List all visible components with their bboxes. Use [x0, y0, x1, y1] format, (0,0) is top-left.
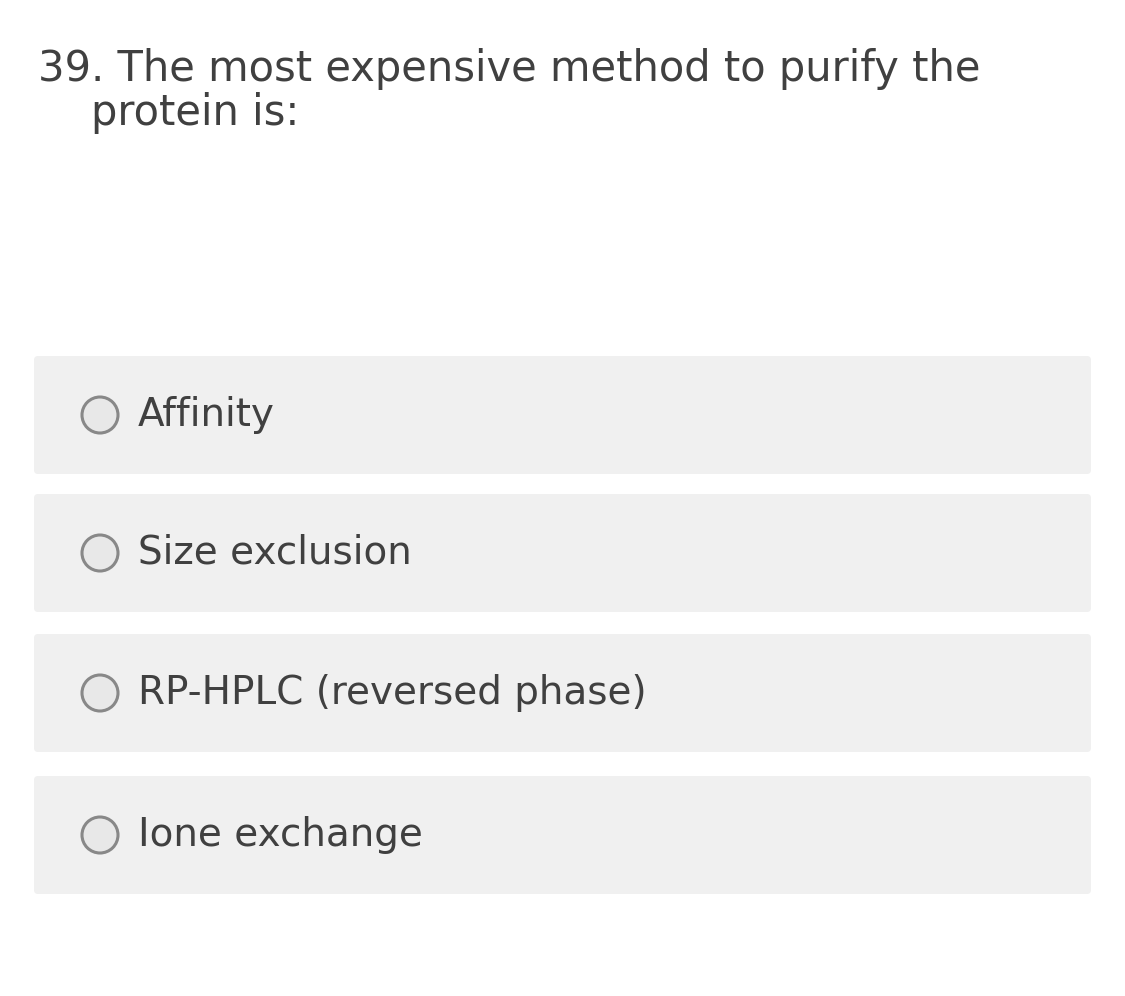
- Circle shape: [82, 817, 118, 853]
- FancyBboxPatch shape: [34, 494, 1091, 612]
- Circle shape: [82, 675, 118, 711]
- FancyBboxPatch shape: [34, 776, 1091, 894]
- FancyBboxPatch shape: [34, 356, 1091, 474]
- Text: RP-HPLC (reversed phase): RP-HPLC (reversed phase): [138, 674, 647, 712]
- Text: Ione exchange: Ione exchange: [138, 816, 423, 854]
- Text: protein is:: protein is:: [38, 92, 299, 134]
- Text: Affinity: Affinity: [138, 396, 274, 434]
- Circle shape: [82, 535, 118, 571]
- Text: Size exclusion: Size exclusion: [138, 534, 412, 572]
- FancyBboxPatch shape: [34, 634, 1091, 752]
- Text: 39. The most expensive method to purify the: 39. The most expensive method to purify …: [38, 48, 981, 90]
- Circle shape: [82, 397, 118, 433]
